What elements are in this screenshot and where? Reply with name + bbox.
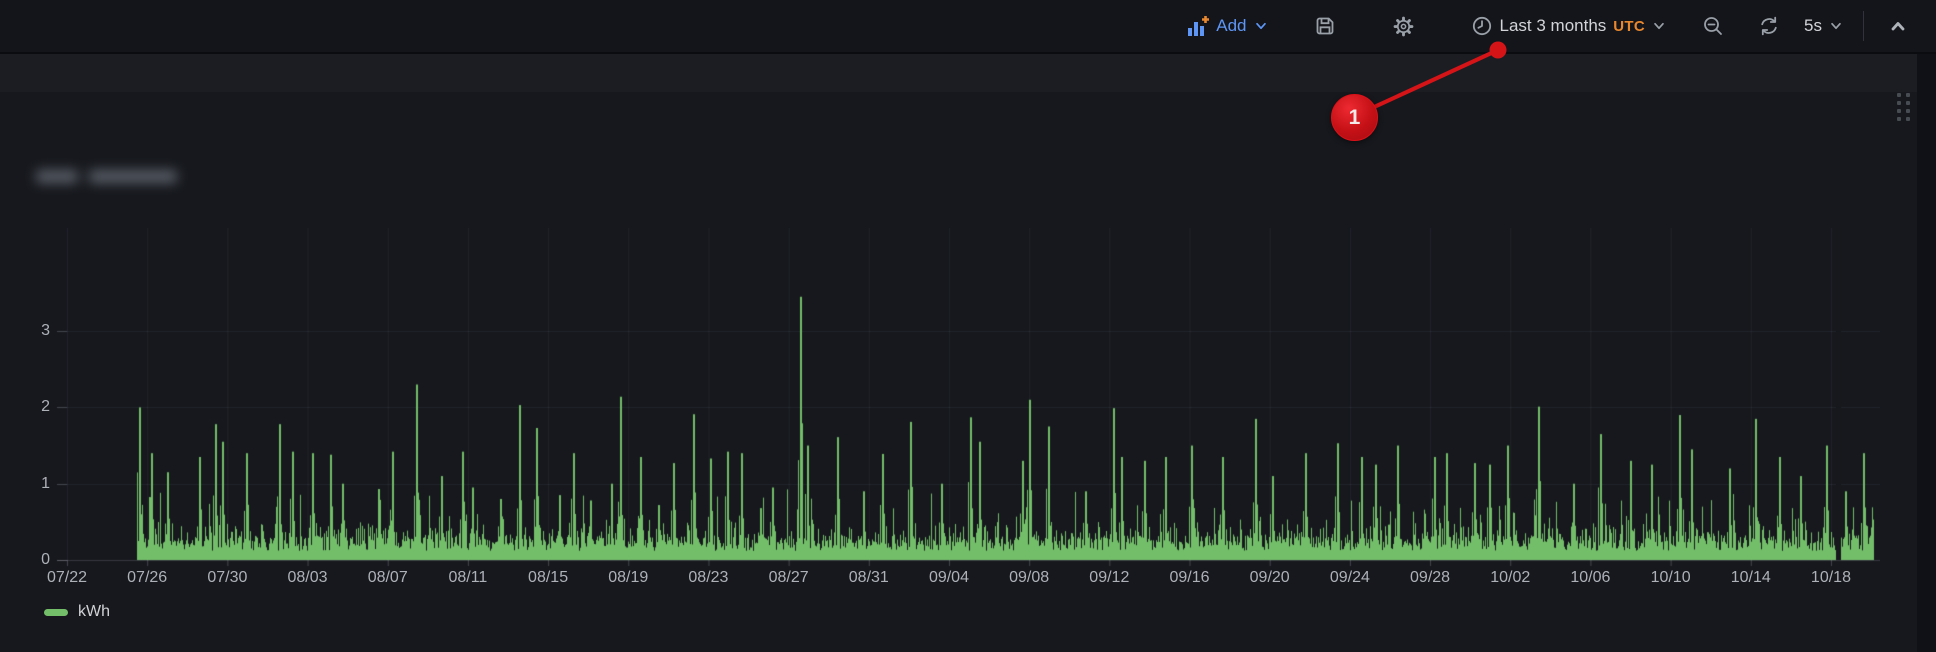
chevron-down-icon [1829, 19, 1843, 33]
x-axis-tick-label: 10/18 [1795, 568, 1867, 588]
x-axis-tick-label: 10/10 [1635, 568, 1707, 588]
y-axis-tick-label: 1 [10, 474, 50, 494]
clock-icon [1471, 15, 1493, 37]
time-range-picker[interactable]: Last 3 months UTC [1461, 9, 1677, 43]
magnifier-minus-icon [1702, 15, 1724, 37]
refresh-interval-value: 5s [1804, 16, 1822, 36]
x-axis-tick-label: 08/19 [592, 568, 664, 588]
legend-series-swatch [44, 609, 68, 616]
x-axis-tick-label: 09/08 [993, 568, 1065, 588]
panel-title-redacted [36, 170, 177, 184]
x-axis-tick-label: 09/24 [1314, 568, 1386, 588]
dashboard-toolbar: Add [0, 0, 1936, 54]
x-axis-tick-label: 10/02 [1474, 568, 1546, 588]
grafana-dashboard: Add [0, 0, 1936, 652]
chevron-down-icon [1254, 19, 1268, 33]
x-axis-tick-label: 10/14 [1715, 568, 1787, 588]
chevron-up-icon [1888, 16, 1908, 36]
x-axis-tick-label: 08/23 [672, 568, 744, 588]
toolbar-divider [1863, 11, 1864, 41]
x-axis-tick-label: 08/15 [512, 568, 584, 588]
chevron-down-icon [1652, 19, 1666, 33]
x-axis-tick-label: 08/07 [352, 568, 424, 588]
timezone-label: UTC [1613, 18, 1645, 35]
x-axis-tick-label: 08/27 [753, 568, 825, 588]
x-axis-tick-label: 09/04 [913, 568, 985, 588]
collapse-toolbar-button[interactable] [1878, 10, 1918, 42]
gear-icon [1392, 15, 1415, 38]
save-icon [1314, 15, 1336, 37]
time-range-label: Last 3 months [1500, 16, 1607, 36]
x-axis-tick-label: 08/31 [833, 568, 905, 588]
add-panel-button[interactable]: Add [1177, 9, 1277, 43]
x-axis-tick-label: 08/11 [432, 568, 504, 588]
x-axis-tick-label: 09/20 [1234, 568, 1306, 588]
x-axis-tick-label: 07/30 [191, 568, 263, 588]
x-axis-tick-label: 09/28 [1394, 568, 1466, 588]
chart-canvas[interactable] [55, 228, 1880, 568]
drag-handle-dots-icon[interactable] [1897, 93, 1911, 122]
y-axis-tick-label: 2 [10, 397, 50, 417]
y-axis-tick-label: 0 [10, 550, 50, 570]
x-axis-tick-label: 10/06 [1554, 568, 1626, 588]
refresh-dashboard-button[interactable] [1748, 9, 1790, 43]
refresh-interval-dropdown[interactable]: 5s [1794, 10, 1853, 42]
x-axis-tick-label: 07/26 [111, 568, 183, 588]
x-axis-tick-label: 07/22 [31, 568, 103, 588]
bar-chart-plus-icon [1187, 15, 1209, 37]
x-axis-tick-label: 09/12 [1073, 568, 1145, 588]
dashboard-row-strip [0, 54, 1917, 92]
dashboard-settings-button[interactable] [1382, 9, 1425, 44]
save-dashboard-button[interactable] [1304, 9, 1346, 43]
add-panel-label: Add [1216, 16, 1246, 36]
x-axis-tick-label: 09/16 [1154, 568, 1226, 588]
refresh-icon [1758, 15, 1780, 37]
x-axis-tick-label: 08/03 [272, 568, 344, 588]
zoom-out-time-button[interactable] [1692, 9, 1734, 43]
page-margin [1917, 54, 1936, 652]
y-axis-tick-label: 3 [10, 321, 50, 341]
toolbar-actions: Add [1177, 0, 1936, 52]
legend-series-label: kWh [78, 603, 110, 621]
legend-item-kwh[interactable]: kWh [44, 603, 110, 621]
